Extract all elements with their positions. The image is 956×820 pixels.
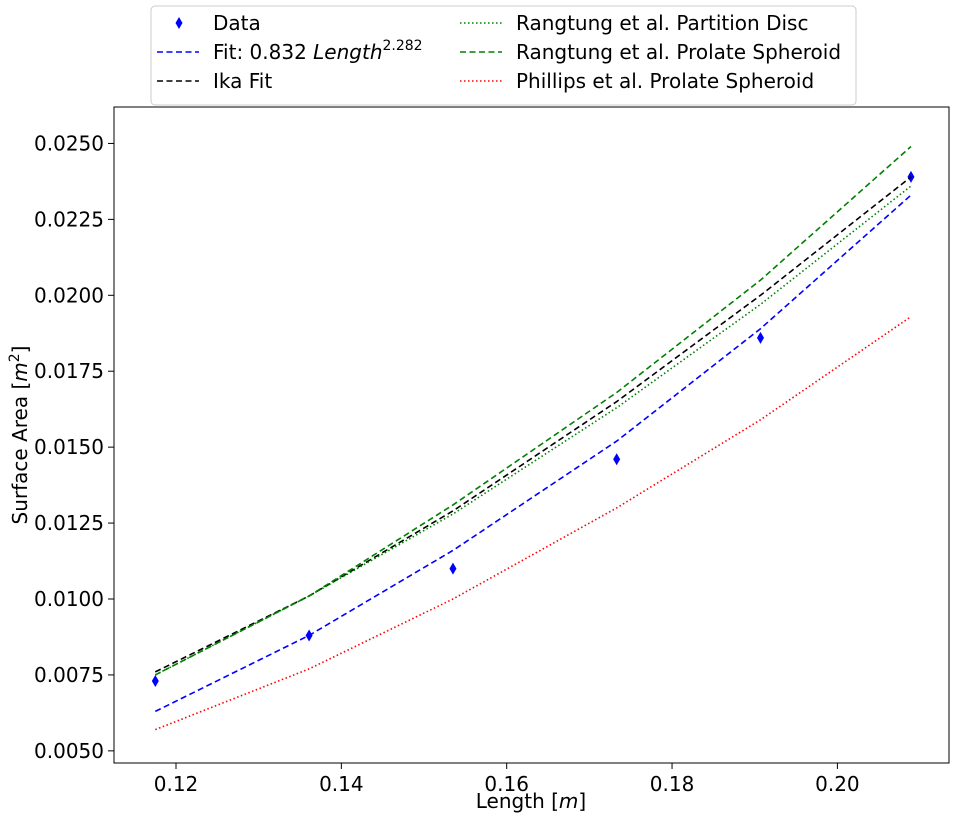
plot-frame bbox=[113, 106, 950, 764]
legend-label: Rangtung et al. Prolate Spheroid bbox=[516, 40, 841, 64]
legend-item: Rangtung et al. Prolate Spheroid bbox=[460, 40, 841, 64]
series-5 bbox=[155, 315, 912, 731]
series-line bbox=[154, 145, 912, 676]
series-0 bbox=[151, 170, 915, 687]
y-tick-label: 0.0225 bbox=[34, 207, 104, 231]
series-line bbox=[154, 176, 912, 673]
x-tick-label: 0.18 bbox=[650, 772, 695, 796]
series-line bbox=[155, 315, 912, 731]
legend-label: Fit: 0.832 Length2.282 bbox=[213, 38, 423, 64]
y-tick-label: 0.0150 bbox=[34, 435, 104, 459]
legend-label: Data bbox=[213, 11, 261, 35]
x-tick-label: 0.12 bbox=[154, 772, 199, 796]
series-1 bbox=[154, 194, 912, 713]
y-axis: 0.0050 0.0075 0.0100 0.0125 0.0150 0.0175 0.02… bbox=[34, 131, 114, 763]
y-tick-label: 0.0175 bbox=[34, 359, 104, 383]
legend-item: Fit: 0.832 Length2.282 bbox=[157, 38, 423, 64]
data-point bbox=[175, 17, 183, 29]
series-2 bbox=[154, 176, 912, 673]
y-tick-label: 0.0100 bbox=[34, 587, 104, 611]
x-tick-label: 0.16 bbox=[484, 772, 529, 796]
data-point bbox=[151, 675, 159, 687]
data-point bbox=[907, 170, 915, 183]
y-tick-label: 0.0075 bbox=[34, 663, 104, 687]
series-3 bbox=[154, 185, 912, 676]
legend-label: Ika Fit bbox=[213, 69, 272, 93]
y-tick-label: 0.0050 bbox=[34, 739, 104, 763]
legend: Data Fit: 0.832 Length2.282 Ika Fit Rangtun… bbox=[150, 5, 857, 106]
data-point bbox=[757, 331, 765, 344]
legend-item: Phillips et al. Prolate Spheroid bbox=[460, 69, 814, 93]
legend-item: Ika Fit bbox=[157, 69, 272, 93]
legend-item: Rangtung et al. Partition Disc bbox=[460, 11, 808, 35]
data-point bbox=[449, 562, 457, 575]
series-line bbox=[154, 194, 912, 713]
legend-label: Rangtung et al. Partition Disc bbox=[516, 11, 808, 35]
plot-marks bbox=[151, 145, 915, 731]
series-4 bbox=[154, 145, 912, 676]
y-tick-label: 0.0125 bbox=[34, 511, 104, 535]
y-tick-label: 0.0250 bbox=[34, 131, 104, 155]
legend-label: Phillips et al. Prolate Spheroid bbox=[516, 69, 814, 93]
y-tick-label: 0.0200 bbox=[34, 283, 104, 307]
series-line bbox=[154, 185, 912, 676]
legend-item: Data bbox=[175, 11, 261, 35]
x-axis: 0.12 0.14 0.16 0.18 0.20 bbox=[154, 763, 860, 796]
x-axis-label: Length [m] bbox=[476, 789, 586, 813]
data-point bbox=[613, 453, 621, 466]
x-tick-label: 0.20 bbox=[815, 772, 860, 796]
y-axis-label: Surface Area [m2] bbox=[7, 346, 32, 525]
x-tick-label: 0.14 bbox=[319, 772, 364, 796]
legend-box bbox=[150, 5, 857, 106]
